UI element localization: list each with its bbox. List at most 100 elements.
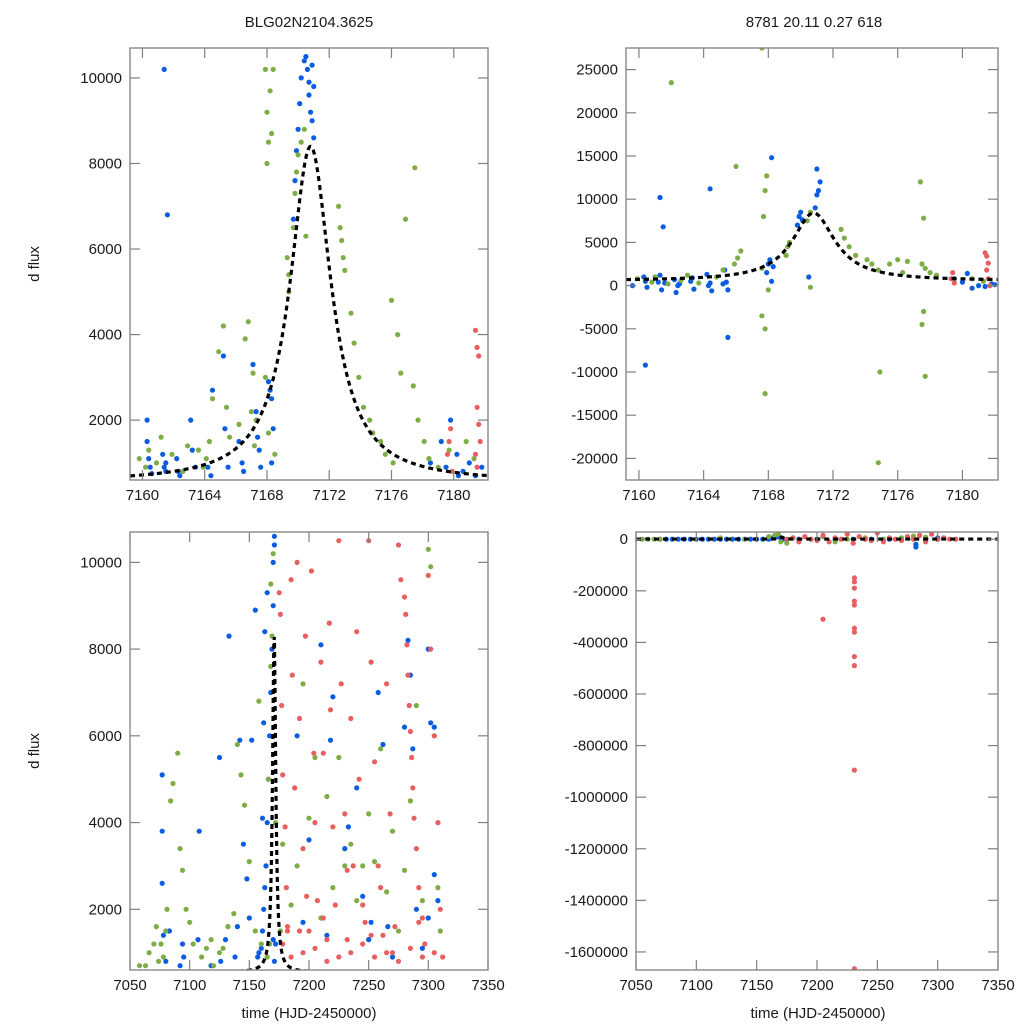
data-point	[375, 863, 381, 869]
data-point	[324, 958, 330, 964]
series-blue	[144, 54, 485, 479]
data-point	[431, 733, 437, 739]
data-point	[330, 694, 336, 700]
data-point	[251, 443, 258, 449]
x-tick-label: 7172	[816, 487, 849, 504]
data-point	[161, 66, 167, 72]
data-point	[240, 841, 246, 847]
data-point	[927, 270, 933, 276]
x-tick-label: 7050	[619, 977, 652, 994]
x-tick-label: 7164	[687, 487, 720, 504]
data-point	[242, 336, 248, 342]
data-point	[798, 209, 804, 215]
data-point	[252, 928, 258, 934]
data-point	[264, 954, 270, 960]
plot-frame	[129, 47, 489, 481]
data-point	[306, 79, 312, 85]
data-point	[187, 919, 193, 925]
data-point	[428, 646, 434, 652]
data-point	[276, 590, 282, 596]
data-point	[263, 863, 269, 869]
data-point	[354, 785, 360, 791]
data-point	[416, 885, 422, 891]
data-point	[725, 334, 731, 340]
data-point	[284, 924, 291, 930]
data-point	[435, 898, 441, 904]
data-point	[273, 941, 279, 947]
data-point	[419, 945, 425, 951]
data-point	[208, 937, 214, 943]
data-point	[707, 280, 713, 286]
plot-area	[130, 54, 488, 479]
y-tick-label: 10000	[576, 191, 618, 208]
data-point	[270, 551, 276, 557]
data-point	[344, 937, 350, 943]
data-point	[303, 233, 309, 239]
data-point	[203, 456, 209, 462]
y-tick-label: 20000	[576, 105, 618, 122]
data-point	[153, 460, 160, 466]
data-point	[306, 815, 312, 821]
data-point	[250, 361, 256, 368]
data-point	[270, 937, 276, 943]
data-point	[760, 213, 767, 220]
data-point	[356, 374, 362, 380]
data-point	[844, 532, 850, 537]
x-axis-title-left: time (HJD-2450000)	[241, 1005, 376, 1022]
plot-area	[636, 532, 998, 970]
data-point	[320, 750, 326, 756]
data-point	[378, 438, 384, 445]
data-point	[153, 924, 159, 930]
data-point	[476, 353, 482, 359]
data-point	[298, 75, 304, 81]
series-green	[136, 66, 477, 474]
data-point	[218, 958, 224, 964]
data-point	[474, 344, 480, 350]
data-point	[269, 396, 275, 402]
data-point	[208, 473, 214, 479]
data-point	[764, 173, 770, 179]
data-point	[241, 468, 247, 474]
data-point	[406, 702, 412, 709]
data-point	[851, 598, 858, 604]
data-point	[850, 540, 856, 546]
data-point	[474, 404, 480, 410]
data-point	[389, 950, 396, 956]
series-red	[276, 538, 446, 964]
data-point	[817, 179, 823, 185]
data-point	[644, 284, 650, 290]
data-point	[350, 863, 356, 869]
data-point	[762, 391, 768, 397]
data-point	[292, 785, 298, 791]
data-point	[413, 702, 419, 709]
data-point	[222, 937, 229, 943]
y-tick-label: 2000	[89, 901, 122, 918]
data-point	[264, 109, 270, 115]
data-point	[642, 362, 649, 368]
data-point	[437, 906, 443, 912]
series-red	[948, 250, 993, 289]
data-point	[709, 288, 715, 294]
data-point	[877, 369, 883, 375]
data-point	[472, 451, 479, 457]
data-point	[395, 958, 402, 964]
data-point	[164, 906, 170, 912]
data-point	[398, 370, 404, 376]
y-axis-title-top: d flux	[26, 246, 43, 282]
data-point	[268, 581, 274, 587]
data-point	[292, 178, 298, 184]
data-point	[387, 811, 393, 817]
data-point	[234, 741, 240, 748]
data-point	[368, 932, 374, 938]
y-tick-label: 4000	[89, 815, 122, 832]
data-point	[300, 681, 306, 687]
data-point	[253, 409, 259, 415]
data-point	[174, 456, 180, 462]
data-point	[296, 928, 303, 934]
data-point	[410, 383, 416, 389]
data-point	[887, 261, 893, 267]
y-tick-label: 5000	[585, 234, 618, 251]
data-point	[770, 264, 776, 270]
data-point	[284, 255, 290, 261]
data-point	[407, 798, 413, 804]
